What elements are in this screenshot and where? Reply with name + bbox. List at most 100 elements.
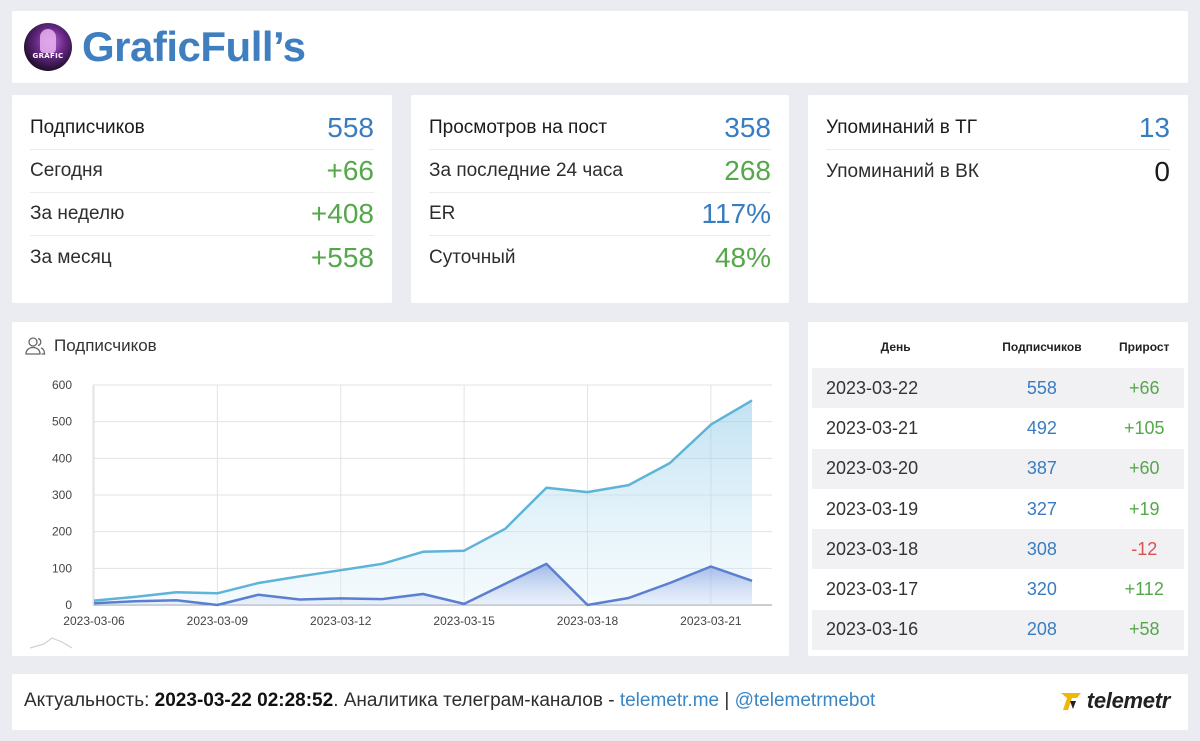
table-cell-day: 2023-03-21 (826, 417, 919, 438)
y-tick-label: 400 (52, 451, 72, 465)
table-cell-growth: +58 (1104, 609, 1184, 651)
stat-row: Суточный 48% (429, 236, 771, 279)
stat-label: Суточный (429, 246, 516, 268)
x-tick-label: 2023-03-09 (187, 614, 249, 628)
avatar-badge-text: GRAFIC (32, 52, 64, 60)
freshness-label: Актуальность: (24, 690, 155, 711)
table-cell-subscribers: 558 (979, 368, 1105, 409)
column-header-subscribers[interactable]: Подписчиков (1002, 340, 1082, 354)
table-cell-subscribers: 387 (979, 448, 1105, 489)
table-cell-subscribers: 327 (1026, 498, 1057, 519)
table-cell-subscribers: 308 (979, 529, 1105, 570)
footer-description: . Аналитика телеграм-каналов - (333, 690, 620, 711)
chart-header: Подписчиков (24, 334, 157, 358)
stat-label: За последние 24 часа (429, 160, 623, 181)
table-row[interactable]: 2023-03-21 492 +105 (812, 408, 1184, 448)
table-row[interactable]: 2023-03-16 208 +58 (812, 609, 1184, 651)
stat-value: 558 (327, 112, 374, 143)
stat-value: 268 (724, 155, 771, 186)
table-cell-day: 2023-03-18 (812, 529, 980, 570)
table-cell-subscribers: 492 (1026, 417, 1057, 438)
stat-label: За неделю (30, 203, 125, 224)
stat-value: 48% (714, 241, 771, 273)
table-cell-growth: -12 (1104, 529, 1184, 570)
stat-label: За месяц (30, 246, 112, 268)
stat-label: Подписчиков (30, 117, 145, 138)
telemetr-site-link[interactable]: telemetr.me (619, 690, 720, 711)
subscribers-series-area (94, 400, 752, 605)
table-row[interactable]: 2023-03-18 308 -12 (812, 529, 1184, 570)
daily-stats-table: День Подписчиков Прирост 2023-03-22 558 +6… (812, 326, 1184, 651)
column-header-growth[interactable]: Прирост (1119, 340, 1170, 354)
y-tick-label: 0 (65, 598, 72, 612)
stat-value: 13 (1138, 112, 1170, 143)
column-header-day[interactable]: День (880, 340, 911, 354)
table-header-row: День Подписчиков Прирост (812, 326, 1184, 368)
table-cell-growth: +66 (1104, 368, 1184, 409)
stat-row: Упоминаний в ТГ 13 (826, 107, 1170, 150)
stat-row: За месяц +558 (30, 236, 374, 279)
stat-label: Просмотров на пост (429, 117, 608, 138)
stat-row: ER 117% (429, 193, 771, 236)
footer-separator: | (719, 690, 735, 711)
stat-row: За последние 24 часа 268 (429, 150, 771, 193)
x-tick-label: 2023-03-12 (310, 614, 372, 628)
telemetr-bot-link[interactable]: @telemetrmebot (734, 690, 876, 711)
daily-stats-table-card: День Подписчиков Прирост 2023-03-22 558 +6… (808, 322, 1188, 656)
x-tick-label: 2023-03-18 (557, 614, 619, 628)
stat-row: Подписчиков 558 (30, 107, 374, 150)
footer-bar: Актуальность: 2023-03-22 02:28:52. Анали… (12, 674, 1188, 730)
table-cell-day: 2023-03-19 (826, 498, 919, 519)
stat-label: Упоминаний в ВК (826, 160, 979, 182)
table-cell-growth: +105 (1123, 417, 1165, 438)
freshness-timestamp: 2023-03-22 02:28:52 (154, 690, 334, 711)
table-cell-growth: +60 (1104, 448, 1184, 489)
users-icon (25, 337, 46, 355)
table-row[interactable]: 2023-03-19 327 +19 (812, 489, 1184, 529)
table-row[interactable]: 2023-03-22 558 +66 (812, 368, 1184, 409)
stat-label: Упоминаний в ТГ (826, 117, 978, 138)
stat-value: +558 (310, 241, 374, 273)
subscribers-stats-card: Подписчиков 558 Сегодня +66 За неделю +408 За … (12, 95, 392, 303)
mentions-stats-card: Упоминаний в ТГ 13 Упоминаний в ВК 0 (808, 95, 1188, 303)
table-cell-day: 2023-03-16 (812, 609, 980, 651)
table-cell-subscribers: 208 (979, 609, 1105, 651)
subscribers-chart[interactable]: 0 100 200 300 400 500 600 2023-03-06 2023-03-09 2… (12, 366, 789, 656)
subscribers-chart-panel: Подписчиков 0 100 200 300 400 500 600 2023-03-0… (12, 322, 789, 656)
stat-value: +408 (310, 198, 374, 229)
y-tick-label: 300 (52, 488, 72, 502)
x-tick-label: 2023-03-06 (63, 614, 125, 628)
channel-header: GRAFIC GraficFull’s (12, 11, 1188, 83)
table-cell-growth: +112 (1124, 579, 1164, 600)
stat-value: +66 (326, 155, 375, 186)
table-row[interactable]: 2023-03-20 387 +60 (812, 448, 1184, 489)
stat-value: 358 (724, 112, 771, 143)
table-cell-growth: +19 (1128, 498, 1160, 519)
telemetr-logo[interactable]: telemetr (1059, 688, 1170, 714)
y-tick-label: 100 (52, 561, 72, 575)
table-cell-subscribers: 320 (1026, 579, 1057, 600)
channel-avatar[interactable]: GRAFIC (24, 23, 72, 71)
channel-title[interactable]: GraficFull’s (82, 23, 306, 70)
stat-row: Упоминаний в ВК 0 (826, 150, 1170, 193)
stat-label: ER (429, 203, 456, 224)
table-cell-day: 2023-03-17 (826, 579, 919, 600)
stat-label: Сегодня (30, 160, 103, 181)
y-tick-label: 200 (52, 525, 72, 539)
telemetr-logo-text: telemetr (1086, 688, 1171, 713)
avatar-figure (40, 29, 56, 53)
table-row[interactable]: 2023-03-17 320 +112 (812, 569, 1184, 609)
y-tick-label: 500 (52, 415, 72, 429)
stat-row: Просмотров на пост 358 (429, 107, 771, 150)
views-stats-card: Просмотров на пост 358 За последние 24 час… (411, 95, 789, 303)
stat-row: За неделю +408 (30, 193, 374, 236)
x-tick-label: 2023-03-15 (433, 614, 495, 628)
table-cell-day: 2023-03-20 (812, 448, 980, 489)
stat-value: 117% (701, 198, 771, 229)
stat-value: 0 (1154, 155, 1170, 187)
subscribers-series-line (93, 399, 753, 602)
stat-row: Сегодня +66 (30, 150, 374, 193)
x-tick-label: 2023-03-21 (680, 614, 742, 628)
navigator-sparkline (29, 637, 73, 649)
telemetr-logo-icon (1060, 693, 1081, 710)
